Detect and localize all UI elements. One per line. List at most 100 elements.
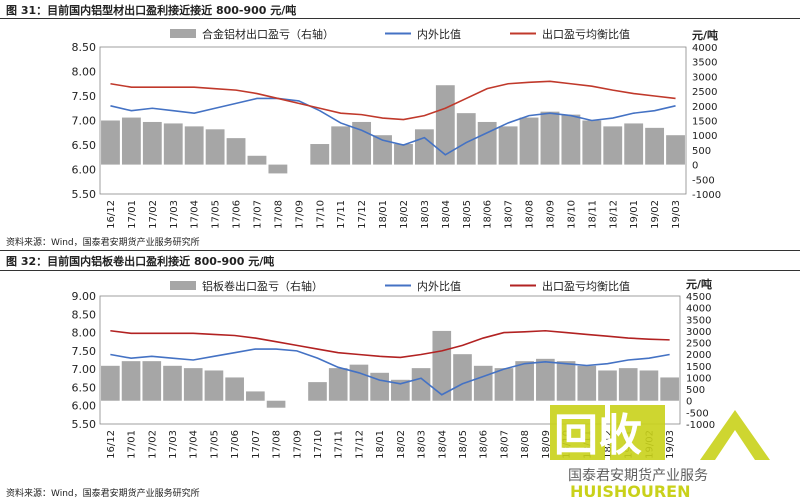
chart2-xtick: 17/01: [127, 430, 138, 459]
chart1-bar: [394, 144, 413, 165]
chart2-line-1: [110, 329, 670, 359]
chart1-xtick: 17/11: [336, 200, 347, 229]
chart2-bar: [453, 354, 472, 401]
chart1-ytick-right: 3000: [692, 72, 717, 83]
chart1-xtick: 18/05: [462, 200, 473, 229]
chart2-source: 资料来源：Wind，国泰君安期货产业服务研究所: [6, 489, 200, 499]
chart1-bar: [268, 164, 288, 174]
chart2-ytick-right: 3500: [686, 315, 711, 326]
chart1-bar: [540, 111, 560, 165]
chart2-ytick-left: 8.50: [72, 308, 97, 321]
chart2-title-rule: [0, 270, 800, 271]
chart2-bar: [370, 372, 389, 401]
chart1-xtick: 17/04: [190, 200, 201, 229]
chart1-xtick: 17/03: [169, 200, 180, 229]
chart1-ytick-right: 2000: [692, 102, 717, 113]
chart1-bar: [205, 129, 225, 165]
chart1-line-1: [110, 80, 676, 121]
chart1-bar: [603, 126, 623, 165]
chart2-bar: [536, 358, 555, 401]
watermark-main-text: 回收: [554, 410, 642, 461]
chart1-top-rule: [0, 18, 800, 19]
chart1-ytick-right: 4000: [692, 43, 717, 54]
chart1-xtick: 17/02: [148, 200, 159, 229]
chart2-xtick: 18/06: [479, 430, 490, 459]
chart2-bar: [121, 361, 141, 401]
chart1-xtick: 18/09: [545, 200, 556, 229]
chart1-ytick-right: 1000: [692, 131, 717, 142]
chart2-xtick: 18/02: [396, 430, 407, 459]
chart2-ytick-left: 7.00: [72, 363, 97, 376]
chart1-bar: [184, 126, 204, 165]
chart1-xtick: 18/01: [378, 200, 389, 229]
chart1-svg: 合金铝材出口盈亏（右轴） 内外比值 出口盈亏均衡比值 8.50 8.00 7.50 7.00…: [72, 27, 722, 229]
chart2-xtick: 18/08: [520, 430, 531, 459]
chart1-bar: [624, 123, 644, 165]
chart2-bar: [473, 365, 493, 401]
chart2-legend-label-0: 铝板卷出口盈亏（右轴）: [202, 279, 323, 293]
chart1-ytick-left: 7.00: [72, 115, 97, 128]
chart1-xtick: 19/01: [629, 200, 640, 229]
chart2-right-unit: 元/吨: [686, 277, 712, 291]
chart2-ytick-left: 5.50: [72, 418, 97, 431]
chart2-bar: [163, 365, 182, 401]
chart2-ytick-left: 8.00: [72, 327, 97, 340]
chart1-xtick: 17/09: [294, 200, 305, 229]
chart1-legend-label-1: 内外比值: [417, 27, 461, 41]
chart2-ytick-left: 9.00: [72, 290, 97, 303]
watermark-logo: 回收 国泰君安期货产业服务 HUISHOUREN: [540, 400, 800, 501]
chart2-xtick: 18/03: [417, 430, 428, 459]
chart2-bar: [556, 361, 576, 401]
chart2-line-0: [110, 348, 670, 396]
chart2-xtick: 17/03: [168, 430, 179, 459]
chart1-bar: [414, 129, 434, 165]
chart1-xtick: 18/08: [525, 200, 536, 229]
chart2-bar: [639, 370, 659, 401]
chart1-xtick: 16/12: [106, 200, 117, 229]
chart2-legend-swatch-0: [170, 281, 196, 290]
chart1-bar: [163, 123, 183, 165]
chart2-bar: [266, 400, 286, 408]
chart2-bar: [515, 361, 534, 401]
chart1-bar: [561, 114, 581, 165]
chart2-bar: [494, 368, 514, 401]
watermark-sub-text: HUISHOUREN: [570, 482, 690, 500]
chart1-bar: [101, 120, 120, 165]
chart1-bar: [582, 120, 602, 165]
chart1-xtick: 17/10: [315, 200, 326, 229]
chart1-xtick: 19/03: [671, 200, 682, 229]
chart1-bar: [373, 135, 392, 165]
chart2-xtick: 17/04: [189, 430, 200, 459]
chart2-legend-label-2: 出口盈亏均衡比值: [542, 279, 630, 293]
chart2-ytick-right: -1000: [686, 420, 715, 431]
chart2-xtick: 17/02: [147, 430, 158, 459]
chart1-ytick-right: -500: [692, 175, 715, 186]
chart1-bar: [498, 126, 518, 165]
chart2-legend: 铝板卷出口盈亏（右轴） 内外比值 出口盈亏均衡比值: [170, 279, 630, 293]
watermark-line-text: 国泰君安期货产业服务: [568, 467, 708, 484]
chart1-plot-frame: [99, 46, 687, 195]
chart1-bar: [247, 155, 267, 165]
chart2-xtick: 18/12: [603, 430, 614, 459]
chart2-bar: [142, 361, 162, 401]
chart1-bar: [519, 117, 539, 165]
chart1-bar: [142, 121, 162, 165]
chart2-xtick: 18/07: [499, 430, 510, 459]
chart1-xtick: 18/07: [504, 200, 515, 229]
chart2-ytick-left: 7.50: [72, 345, 97, 358]
chart1-xtick: 17/07: [252, 200, 263, 229]
chart1-xtick: 18/02: [399, 200, 410, 229]
chart1-legend-label-0: 合金铝材出口盈亏（右轴）: [202, 27, 334, 41]
chart1-bar: [310, 144, 330, 165]
chart1-bar: [226, 138, 246, 165]
chart2-xtick: 18/04: [437, 430, 448, 459]
chart2-ytick-left: 6.00: [72, 400, 97, 413]
chart2-xtick: 17/10: [313, 430, 324, 459]
chart1-title: 图 31：目前国内铝型材出口盈利接近接近 800-900 元/吨: [6, 4, 297, 17]
chart1-ytick-left: 8.00: [72, 66, 97, 79]
chart2-xtick: 17/06: [230, 430, 241, 459]
chart2-top-rule: [0, 250, 800, 251]
chart2-ytick-right: 2000: [686, 350, 711, 361]
chart2-xtick: 17/08: [272, 430, 283, 459]
chart1-ytick-left: 5.50: [72, 188, 97, 201]
